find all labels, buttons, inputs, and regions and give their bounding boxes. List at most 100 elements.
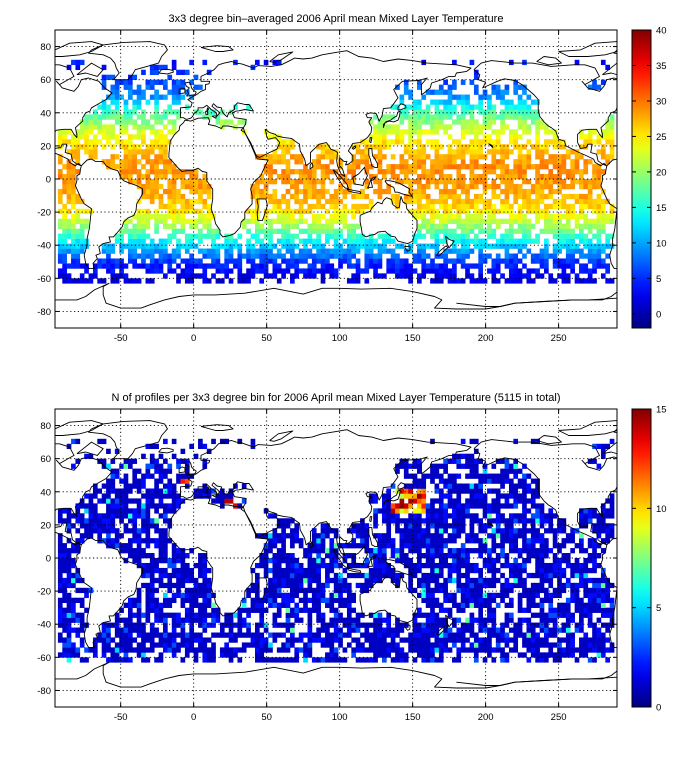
bin-cell — [123, 632, 129, 638]
bin-cell — [268, 223, 273, 229]
bin-cell — [75, 572, 81, 579]
bin-cell — [522, 238, 527, 244]
bin-cell — [163, 612, 168, 618]
bin-cell — [609, 647, 615, 653]
bin-cell — [438, 617, 444, 623]
bin-cell — [456, 553, 462, 559]
bin-cell — [154, 627, 159, 633]
bin-cell — [84, 114, 89, 120]
bin-cell — [579, 169, 584, 175]
bin-cell — [530, 637, 536, 643]
bin-cell — [438, 89, 444, 95]
bin-cell — [513, 218, 519, 224]
bin-cell — [355, 647, 361, 653]
bin-cell — [579, 538, 584, 544]
bin-cell — [316, 543, 321, 549]
bin-cell — [263, 179, 269, 185]
bin-cell — [101, 243, 107, 249]
bin-cell — [504, 642, 510, 648]
bin-cell — [158, 119, 164, 125]
bin-cell — [447, 114, 453, 120]
bin-cell — [561, 278, 567, 284]
bin-cell — [233, 647, 238, 653]
bin-cell — [434, 109, 440, 115]
bin-cell — [386, 543, 392, 549]
bin-cell — [425, 139, 431, 145]
bin-cell — [272, 562, 278, 569]
bin-cell — [548, 188, 554, 195]
bin-cell — [338, 228, 343, 234]
bin-cell — [123, 79, 129, 85]
bin-cell — [552, 528, 558, 534]
bin-cell — [460, 144, 466, 150]
bin-cell — [171, 627, 177, 633]
bin-cell — [539, 627, 545, 633]
bin-cell — [570, 169, 575, 175]
bin-cell — [565, 149, 571, 155]
bin-cell — [167, 109, 173, 115]
bin-cell — [325, 577, 330, 584]
bin-cell — [443, 193, 448, 200]
bin-cell — [482, 627, 488, 633]
bin-cell — [276, 587, 282, 594]
bin-cell — [574, 233, 580, 239]
bin-cell — [333, 627, 339, 633]
bin-cell — [434, 548, 440, 554]
bin-cell — [338, 602, 343, 608]
bin-cell — [495, 592, 501, 599]
bin-cell — [167, 582, 173, 589]
bin-cell — [132, 213, 138, 220]
bin-cell — [456, 114, 462, 120]
bin-cell — [495, 627, 501, 633]
bin-cell — [119, 657, 124, 663]
bin-cell — [500, 198, 505, 205]
bin-cell — [583, 203, 589, 210]
bin-cell — [97, 632, 103, 638]
bin-cell — [561, 553, 567, 559]
bin-cell — [425, 587, 431, 594]
bin-cell — [465, 164, 470, 170]
bin-cell — [364, 203, 370, 210]
bin-cell — [154, 188, 159, 195]
bin-cell — [421, 553, 427, 559]
bin-cell — [333, 562, 339, 569]
coastline — [382, 110, 401, 128]
bin-cell — [149, 587, 155, 594]
bin-cell — [574, 627, 580, 633]
bin-cell — [386, 523, 392, 529]
bin-cell — [184, 652, 190, 658]
bin-cell — [57, 139, 63, 145]
bin-cell — [425, 533, 431, 539]
bin-cell — [202, 263, 208, 269]
bin-cell — [482, 174, 488, 180]
bin-cell — [434, 538, 440, 544]
bin-cell — [346, 278, 352, 284]
bin-cell — [399, 558, 405, 564]
bin-cell — [329, 548, 335, 554]
bin-cell — [163, 243, 168, 249]
bin-cell — [294, 208, 300, 215]
bin-cell — [246, 632, 251, 638]
bin-cell — [75, 258, 81, 264]
bin-cell — [412, 572, 418, 579]
bin-cell — [579, 612, 584, 618]
bin-cell — [535, 188, 540, 195]
bin-cell — [600, 243, 606, 249]
bin-cell — [110, 268, 116, 274]
bin-cell — [272, 198, 278, 205]
bin-cell — [434, 587, 440, 594]
bin-cell — [609, 124, 615, 130]
bin-cell — [364, 533, 370, 539]
bin-cell — [452, 193, 457, 200]
bin-cell — [110, 647, 116, 653]
bin-cell — [316, 627, 321, 633]
bin-cell — [587, 612, 593, 618]
bin-cell — [123, 159, 129, 165]
bin-cell — [544, 567, 549, 574]
bin-cell — [276, 657, 282, 663]
bin-cell — [311, 203, 317, 210]
bin-cell — [425, 179, 431, 185]
bin-cell — [163, 218, 168, 224]
bin-cell — [434, 253, 440, 259]
